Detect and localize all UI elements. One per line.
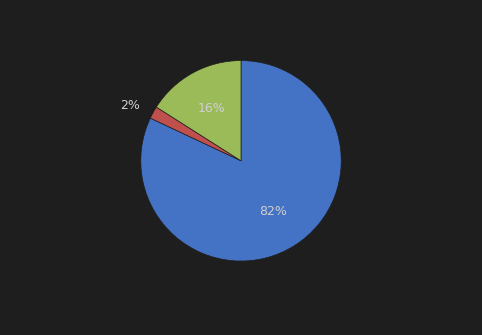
Wedge shape — [141, 61, 341, 261]
Text: 82%: 82% — [259, 205, 287, 218]
Wedge shape — [156, 61, 241, 161]
Text: 2%: 2% — [120, 99, 140, 112]
Text: 16%: 16% — [198, 102, 226, 115]
Wedge shape — [150, 107, 241, 161]
